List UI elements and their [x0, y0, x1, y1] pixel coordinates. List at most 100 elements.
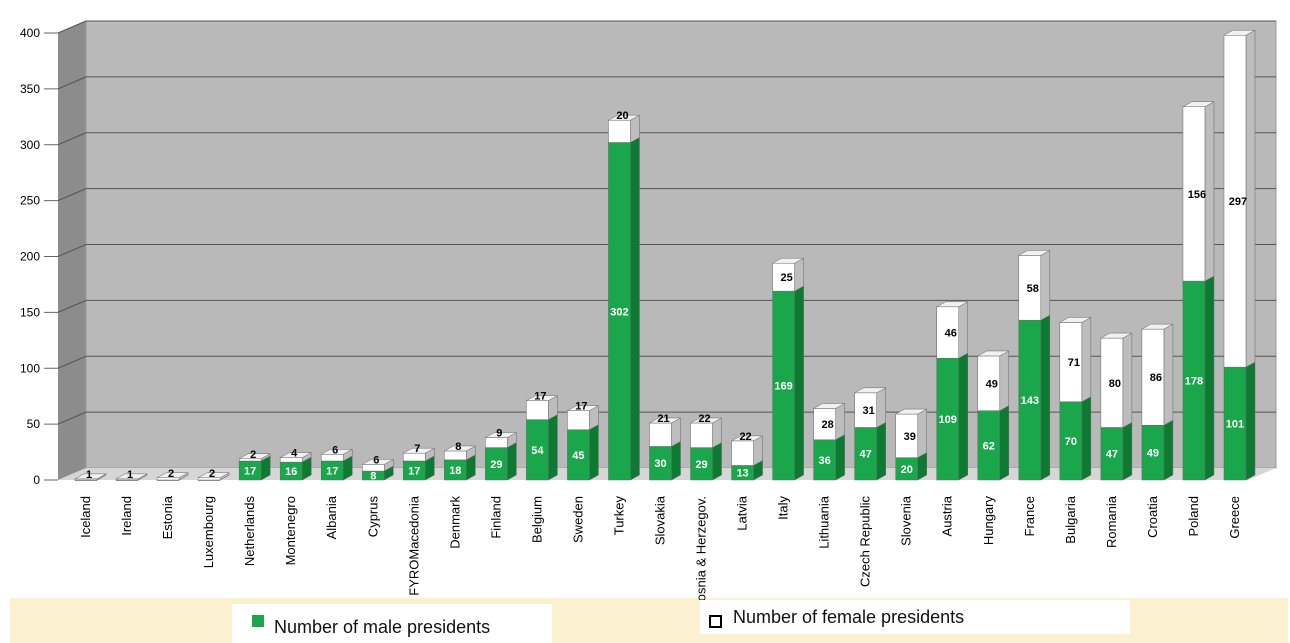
data-label-female: 49 — [986, 378, 998, 390]
gridline-side — [57, 188, 87, 202]
data-label-male: 109 — [939, 414, 957, 426]
gridline-side — [57, 132, 87, 146]
x-tick-label: Czech Republic — [858, 496, 873, 588]
chart-plot: 0 50 100 150 200 250 300 350 400 1 Iceland 1 Ireland… — [20, 20, 1277, 600]
y-tick-label: 100 — [20, 361, 40, 375]
data-label-female: 17 — [575, 401, 587, 413]
legend-label-male: Number of male presidents — [274, 617, 491, 637]
bar-male-side — [1163, 419, 1174, 481]
data-label-male: 16 — [285, 466, 297, 478]
bar-female — [567, 410, 590, 430]
data-label-female: 2 — [250, 449, 256, 461]
bar-male-side — [1122, 422, 1133, 481]
data-label-female: 80 — [1109, 378, 1121, 390]
data-label-female: 31 — [863, 405, 875, 417]
data-label-male: 17 — [326, 466, 338, 478]
data-label-female: 2 — [168, 468, 174, 480]
data-label-male: 70 — [1065, 436, 1077, 448]
data-label-male: 29 — [490, 459, 502, 471]
bar-female-side — [1163, 323, 1174, 426]
x-tick-label: Italy — [776, 496, 791, 520]
data-label-female: 9 — [496, 428, 502, 440]
bar-female-top — [689, 417, 723, 424]
bar-female-top — [1017, 250, 1051, 256]
data-label-female: 17 — [534, 391, 546, 403]
bar-female-top — [1058, 317, 1092, 323]
bar-male-side — [671, 441, 681, 481]
x-tick-label: Slovenia — [899, 495, 914, 546]
bar-female-top — [730, 435, 764, 442]
x-tick-label: Latvia — [735, 495, 750, 530]
data-label-male: 54 — [531, 445, 544, 457]
x-tick-label: Bosnia & Herzegov. — [694, 496, 709, 600]
bar-female-top — [484, 432, 518, 438]
x-tick-label: Albania — [324, 495, 339, 539]
data-label-male: 62 — [983, 440, 995, 452]
data-label-female: 46 — [945, 327, 957, 339]
y-tick-label: 350 — [20, 82, 40, 96]
data-label-male: 143 — [1021, 395, 1039, 407]
data-label-female: 1 — [86, 469, 92, 481]
data-label-male: 13 — [736, 468, 748, 480]
bar-male-side — [712, 442, 722, 481]
bar-male-side — [1204, 275, 1215, 481]
bar-female-top — [812, 403, 846, 409]
bar-female-side — [1081, 317, 1092, 403]
gridline-side — [57, 244, 87, 257]
y-tick-label: 0 — [33, 473, 40, 487]
bar-male-side — [999, 405, 1010, 481]
data-label-male: 8 — [370, 471, 376, 483]
bar-female-top — [361, 459, 395, 465]
bar-female-top — [976, 350, 1010, 357]
bar-female-side — [999, 350, 1010, 412]
data-label-male: 49 — [1147, 448, 1159, 460]
x-tick-label: Austria — [940, 495, 955, 536]
data-label-female: 22 — [698, 413, 710, 425]
bar-female-top — [74, 473, 107, 480]
x-tick-label: France — [1022, 496, 1037, 536]
bar-female-top — [443, 445, 477, 452]
bar-male-side — [507, 442, 517, 481]
y-tick-label: 400 — [20, 26, 40, 40]
x-tick-label: Slovakia — [653, 495, 668, 545]
bar-female-top — [853, 387, 887, 394]
data-label-male: 169 — [774, 381, 792, 393]
bar-female-side — [1204, 101, 1215, 282]
data-label-male: 17 — [244, 466, 256, 478]
legend-swatch-male — [252, 615, 264, 627]
y-tick-label: 200 — [20, 250, 40, 264]
x-tick-label: Sweden — [570, 496, 585, 543]
x-tick-label: Netherlands — [242, 496, 257, 567]
x-tick-label: Greece — [1227, 496, 1242, 539]
gridline-side — [57, 411, 87, 425]
x-tick-label: Ireland — [119, 496, 134, 536]
bar-female-side — [835, 403, 845, 441]
data-label-female: 25 — [780, 272, 792, 284]
bar-male-side — [630, 137, 640, 481]
data-label-female: 39 — [904, 431, 916, 443]
data-label-male: 47 — [860, 449, 872, 461]
bar-male-side — [1040, 314, 1051, 481]
data-label-male: 20 — [901, 464, 913, 476]
data-label-male: 101 — [1226, 419, 1244, 431]
gridline-side — [57, 20, 87, 34]
gridline-side — [57, 76, 87, 90]
y-tick-label: 250 — [20, 194, 40, 208]
bar-female — [526, 400, 549, 420]
data-label-male: 30 — [654, 458, 666, 470]
x-tick-label: Romania — [1104, 495, 1119, 548]
data-label-male: 302 — [610, 306, 628, 318]
bar-female-side — [1040, 249, 1051, 321]
bar-male-side — [589, 424, 599, 481]
bar-male-side — [876, 422, 886, 481]
x-tick-label: Bulgaria — [1063, 495, 1078, 543]
y-tick-label: 50 — [27, 417, 41, 431]
data-label-female: 28 — [822, 419, 834, 431]
bar-female-side — [1122, 332, 1133, 428]
bar-female — [731, 440, 754, 466]
bar-female-top — [279, 452, 313, 458]
bar-female-side — [876, 387, 886, 428]
bar-female-top — [115, 473, 149, 480]
x-tick-label: Turkey — [611, 496, 626, 536]
data-label-female: 2 — [209, 468, 215, 480]
